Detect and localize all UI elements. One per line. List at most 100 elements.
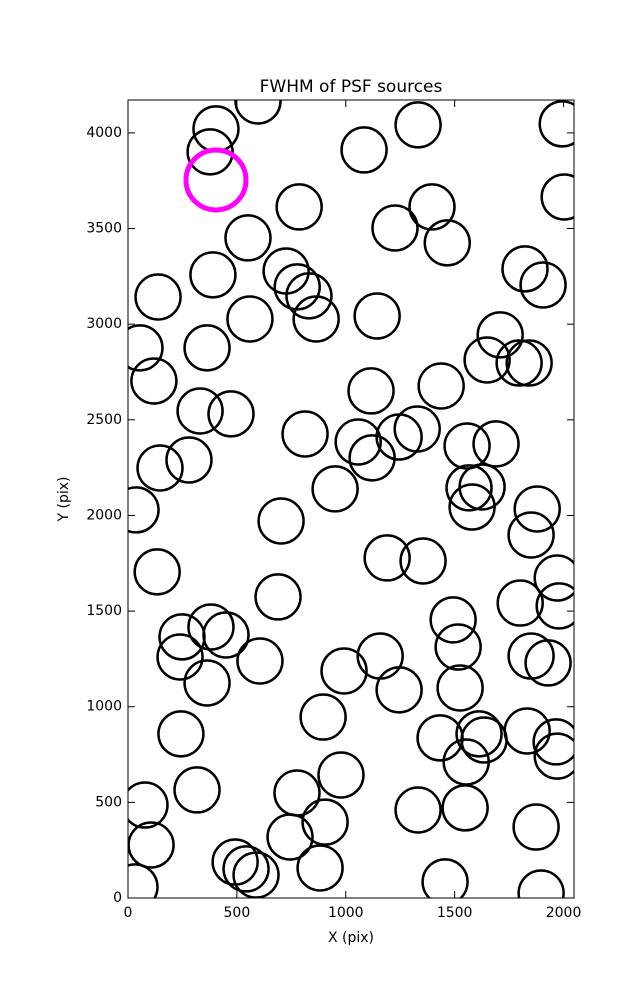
source-circle [505,339,553,387]
source-circle [257,497,305,545]
source-circle [507,511,555,559]
source-circle [189,251,237,299]
source-circle [448,483,496,531]
source-circle [292,295,340,343]
source-circle [375,666,423,714]
source-circle [311,465,359,513]
source-circle [436,664,484,712]
x-tick-label: 1000 [328,905,364,921]
source-circle [416,714,464,762]
source-circle [128,821,175,869]
chart-title: FWHM of PSF sources [260,77,443,97]
source-circle [273,263,321,311]
source-circle [186,128,234,176]
source-circle [301,798,349,846]
source-circle [443,422,491,470]
source-circle [134,273,182,321]
source-circle [266,813,314,861]
source-circle [434,623,482,671]
source-circle [128,863,159,898]
source-circle [207,390,255,438]
source-circle [347,367,395,415]
plot-frame [127,99,575,899]
source-circle [222,845,270,893]
source-circle [408,183,456,231]
source-circle [299,693,347,741]
source-circle [393,405,441,453]
source-circle [496,579,544,627]
source-circle [187,603,235,651]
y-tick-label: 0 [113,890,122,906]
highlight-circle [183,147,249,213]
source-circle [476,311,524,359]
source-circle [417,362,465,410]
source-circle [275,183,323,231]
source-circle [423,219,472,267]
x-tick-label: 0 [124,905,133,921]
y-tick-label: 2500 [86,412,122,428]
source-circle [538,100,574,148]
y-tick-label: 500 [95,794,122,810]
source-circle [495,339,543,387]
source-circle [532,718,574,766]
source-circle [363,534,411,582]
source-circle [224,214,272,262]
source-circle [334,418,382,466]
source-circle [501,245,549,293]
source-circle [340,126,388,174]
source-circle [236,637,284,685]
y-tick-label: 4000 [86,125,122,141]
source-circle [296,844,344,892]
source-circle [533,732,574,780]
source-circle [394,786,442,834]
source-circle [317,751,365,799]
source-circle [463,336,511,384]
source-circle [472,420,520,468]
source-circle [254,573,302,621]
source-circle [524,639,572,687]
source-circle [519,261,567,309]
source-circle [441,784,489,832]
source-circle [226,295,274,343]
source-circle [540,173,574,221]
source-circle [173,766,221,814]
source-circle [371,204,419,252]
x-tick-label: 500 [224,905,251,921]
y-tick-label: 3500 [86,221,122,237]
source-circle [183,659,231,707]
source-circle [176,387,224,435]
source-circle [513,485,561,533]
source-circle [512,803,560,851]
source-circle [281,410,329,458]
source-circle [320,647,368,695]
source-circle [133,548,181,596]
y-axis-label: Y (pix) [56,477,72,523]
source-circle [158,613,206,661]
y-tick-label: 3000 [86,316,122,332]
source-circle [128,781,169,829]
y-tick-label: 1500 [86,603,122,619]
x-tick-label: 1500 [437,905,473,921]
source-circle [455,710,503,758]
x-tick-label: 2000 [546,905,582,921]
source-circle [165,436,213,484]
source-circle [429,596,477,644]
source-circle [136,444,184,492]
source-circle [535,582,574,630]
source-circle [533,554,574,602]
x-axis-label: X (pix) [328,930,374,946]
source-circle [445,464,493,512]
marks [128,100,574,898]
source-circle [128,324,164,372]
plot-area [128,100,574,898]
y-tick-label: 2000 [86,507,122,523]
source-circle [399,537,447,585]
source-circle [156,633,204,681]
source-circle [421,858,469,898]
source-circle [183,324,231,372]
source-circle [285,272,333,320]
source-circle [157,710,205,758]
source-circle [394,101,442,149]
source-circle [128,486,160,534]
